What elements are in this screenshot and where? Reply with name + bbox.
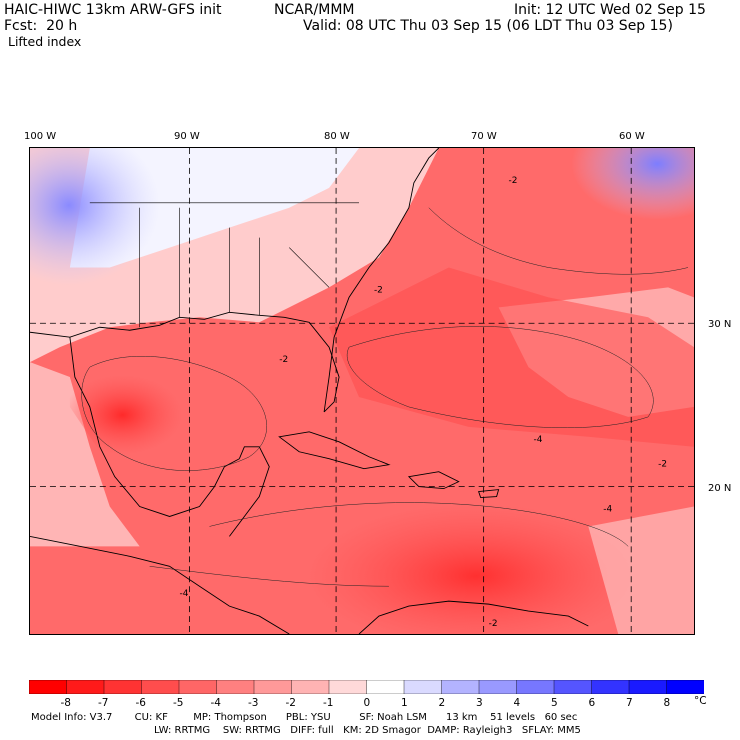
colorbar-cell xyxy=(366,680,405,694)
lat-label-30n: 30 N xyxy=(708,319,732,330)
colorbar-cell xyxy=(516,680,555,694)
lifted-index-map: -2 -2 -2 -2 -4 -4 -2 -4 xyxy=(29,147,695,635)
state-borders xyxy=(89,202,360,328)
model-info-line2: LW: RRTMG SW: RRTMG DIFF: full KM: 2D Sm… xyxy=(154,725,581,736)
cuba-outline xyxy=(278,431,391,470)
colorbar-tick-label: 8 xyxy=(663,697,671,709)
field-name: Lifted index xyxy=(8,34,82,49)
contour-label: -4 xyxy=(533,435,542,445)
colorbar-cell xyxy=(291,680,330,694)
colorbar-tick-label: 6 xyxy=(588,697,596,709)
lon-label-70w: 70 W xyxy=(471,131,497,142)
lon-label-100w: 100 W xyxy=(24,131,57,142)
colorbar-cell xyxy=(591,680,630,694)
colorbar-tick-label: -1 xyxy=(323,697,334,709)
contour-label: -4 xyxy=(180,589,189,599)
graticule xyxy=(30,148,694,634)
puerto-rico-outline xyxy=(478,489,500,499)
colorbar-cell xyxy=(66,680,105,694)
hispaniola-outline xyxy=(407,471,460,490)
lon-label-80w: 80 W xyxy=(324,131,350,142)
mexico-coast xyxy=(69,337,240,517)
colorbar-tick-label: -5 xyxy=(173,697,184,709)
colorbar-tick-label: -2 xyxy=(285,697,296,709)
contour-label: -2 xyxy=(509,176,518,186)
colorbar-cell xyxy=(553,680,592,694)
contour-label: -2 xyxy=(374,285,383,295)
colorbar-tick-label: 0 xyxy=(363,697,371,709)
colorbar-cell xyxy=(178,680,217,694)
contour-label: -2 xyxy=(658,460,667,470)
us-atlantic-coast xyxy=(323,148,440,412)
colorbar-tick-label: 2 xyxy=(438,697,446,709)
contours xyxy=(81,207,689,587)
colorbar-tick-label: -7 xyxy=(98,697,109,709)
colorbar-cell xyxy=(666,680,704,694)
forecast-hour: Fcst: 20 h xyxy=(4,18,78,34)
colorbar-tick-label: -8 xyxy=(60,697,71,709)
init-time: Init: 12 UTC Wed 02 Sep 15 xyxy=(514,2,706,18)
colorbar-cell xyxy=(441,680,480,694)
colorbar-cell xyxy=(478,680,517,694)
colorbar-cell xyxy=(216,680,255,694)
central-america-coast xyxy=(30,535,290,634)
colorbar-cell xyxy=(103,680,142,694)
colorbar-cell xyxy=(403,680,442,694)
colorbar-cell xyxy=(628,680,667,694)
colorbar-cell xyxy=(328,680,367,694)
colorbar-tick-label: -6 xyxy=(135,697,146,709)
colorbar-tick-label: 3 xyxy=(476,697,483,709)
lat-label-20n: 20 N xyxy=(708,483,732,494)
contour-label: -4 xyxy=(603,505,612,515)
se-corner-pale xyxy=(588,506,694,634)
atlantic-deep-band xyxy=(329,267,694,447)
contour-label: -2 xyxy=(279,355,288,365)
model-title: HAIC-HIWC 13km ARW-GFS init xyxy=(4,2,222,18)
yucatan-coast xyxy=(229,446,270,537)
south-america-coast xyxy=(358,600,589,634)
colorbar-unit: °C xyxy=(694,695,707,707)
colorbar-tick-label: 5 xyxy=(551,697,558,709)
valid-time: Valid: 08 UTC Thu 03 Sep 15 (06 LDT Thu … xyxy=(303,18,673,34)
org-label: NCAR/MMM xyxy=(274,2,355,18)
colorbar-cell xyxy=(253,680,292,694)
colorbar-tick-label: 1 xyxy=(401,697,408,709)
colorbar-tick-label: -4 xyxy=(210,697,221,709)
colorbar-cell xyxy=(141,680,180,694)
lon-label-60w: 60 W xyxy=(619,131,645,142)
colorbar-tick-label: -3 xyxy=(248,697,259,709)
colorbar xyxy=(29,680,704,694)
model-info-line1: Model Info: V3.7 CU: KF MP: Thompson PBL… xyxy=(31,712,578,723)
lon-label-90w: 90 W xyxy=(174,131,200,142)
mexico-pale-region xyxy=(30,362,140,547)
colorbar-cell xyxy=(29,680,67,694)
contour-label: -2 xyxy=(489,619,498,629)
colorbar-tick-label: 4 xyxy=(513,697,521,709)
colorbar-tick-label: 7 xyxy=(626,697,633,709)
